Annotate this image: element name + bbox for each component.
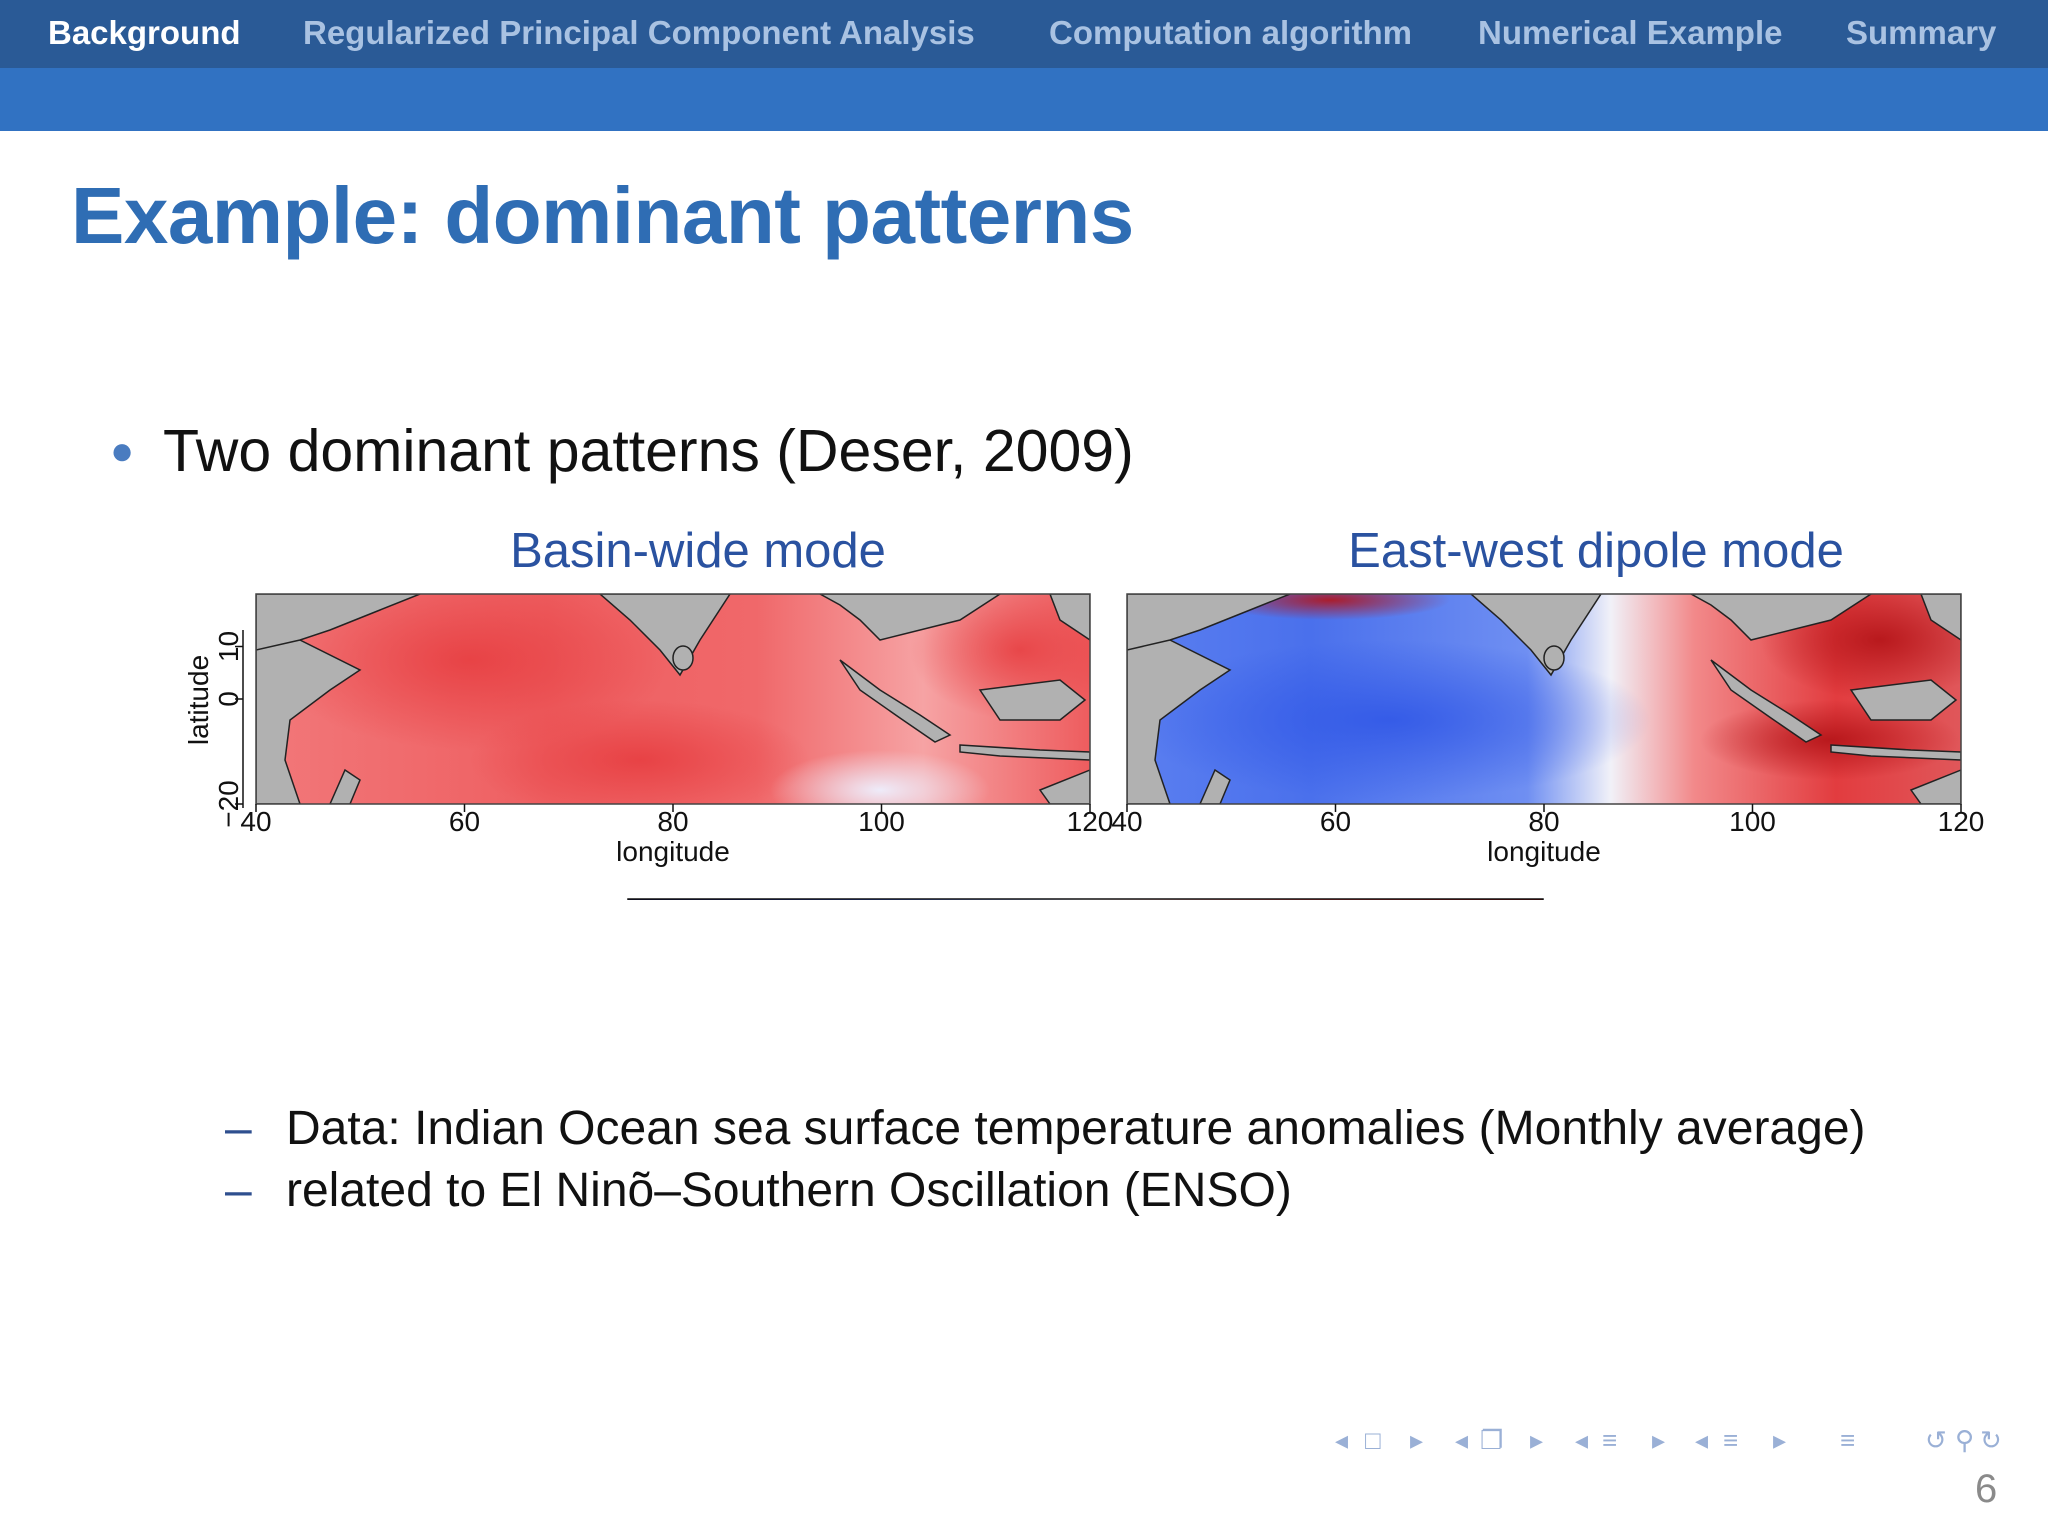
land-java-left [959, 744, 1090, 761]
beamer-navigation-symbols: ◂ □ ▸ ◂ ❐ ▸ ◂ ≡ ▸ ◂ ≡ ▸ ≡ ↺ ⚲ ↻ [1330, 1425, 2030, 1465]
land-arabia-right [1127, 594, 1291, 651]
land-sumatra-left [839, 659, 952, 743]
nav-regularized-pca[interactable]: Regularized Principal Component Analysis [303, 14, 975, 51]
subsection-icon[interactable]: ❐ [1480, 1425, 1504, 1455]
subsection-bar [0, 68, 2048, 131]
nav-numerical-example[interactable]: Numerical Example [1478, 14, 1783, 51]
arrow-left-icon[interactable]: ◂ [1695, 1425, 1709, 1455]
arrow-right-icon[interactable]: ▸ [1652, 1425, 1666, 1455]
land-ne-corner-right [1920, 594, 1961, 641]
y-tick-label: −20 [213, 780, 244, 828]
redo-icon[interactable]: ↻ [1980, 1425, 2002, 1455]
bullet-icon: ● [110, 429, 135, 473]
section-navigation-bar: Background Regularized Principal Compone… [0, 0, 2048, 68]
nav-background[interactable]: Background [48, 14, 241, 51]
x-tick-label: 40 [240, 806, 271, 837]
x-axis-ticks-dipole: 40 60 80 100 120 [1111, 804, 1984, 837]
land-ne-corner-left [1049, 594, 1090, 641]
arrow-left-icon[interactable]: ◂ [1455, 1425, 1469, 1455]
x-axis-ticks-basin: 40 60 80 100 120 [240, 804, 1113, 837]
land-seasia-right [1690, 594, 1873, 641]
y-axis-label: latitude [183, 655, 214, 745]
x-tick-label: 120 [1938, 806, 1985, 837]
land-borneo-left [978, 679, 1087, 721]
y-tick-label: 0 [213, 691, 244, 707]
land-india-right [1469, 594, 1602, 677]
land-borneo-right [1849, 679, 1958, 721]
x-tick-label: 120 [1067, 806, 1114, 837]
y-axis-ticks: −20 0 10 [213, 631, 244, 828]
panel-title-dipole: East-west dipole mode [1348, 524, 1844, 578]
doc-icon[interactable]: ≡ [1723, 1425, 1739, 1455]
arrow-left-icon[interactable]: ◂ [1335, 1425, 1349, 1455]
page-number: 6 [1975, 1467, 1998, 1511]
search-icon[interactable]: ⚲ [1955, 1425, 1975, 1455]
x-tick-label: 60 [449, 806, 480, 837]
land-java-right [1830, 744, 1961, 761]
panel-title-basin-wide: Basin-wide mode [510, 524, 886, 578]
dash-icon: – [225, 1164, 252, 1217]
x-axis-label-basin: longitude [616, 836, 730, 867]
nav-summary[interactable]: Summary [1846, 14, 1997, 51]
weak-patch-basin [770, 750, 990, 804]
bullet-text: Two dominant patterns (Deser, 2009) [163, 418, 1134, 484]
sub-item-text: related to El Ninõ–Southern Oscillation … [286, 1164, 1292, 1217]
land-madagascar-right [1199, 768, 1231, 804]
x-axis-label-dipole: longitude [1487, 836, 1601, 867]
x-tick-label: 100 [1729, 806, 1776, 837]
sub-item-text: Data: Indian Ocean sea surface temperatu… [286, 1102, 1866, 1155]
land-srilanka-left [672, 645, 694, 671]
x-tick-label: 40 [1111, 806, 1142, 837]
arrow-right-icon[interactable]: ▸ [1530, 1425, 1544, 1455]
dash-icon: – [225, 1102, 252, 1155]
land-australia-right [1909, 769, 1961, 804]
arrow-left-icon[interactable]: ◂ [1575, 1425, 1589, 1455]
maps-figure: −20 0 10 latitude 40 60 80 100 120 40 60 80 100 12… [183, 593, 1984, 900]
section-icon[interactable]: ≡ [1602, 1425, 1618, 1455]
colorbar [627, 898, 1544, 900]
land-australia-left [1038, 769, 1090, 804]
x-tick-label: 80 [1528, 806, 1559, 837]
land-india-left [598, 594, 731, 677]
arrow-right-icon[interactable]: ▸ [1773, 1425, 1787, 1455]
frame-title: Example: dominant patterns [71, 171, 1134, 260]
y-tick-label: 10 [213, 631, 244, 662]
arrow-right-icon[interactable]: ▸ [1410, 1425, 1424, 1455]
map-basin-wide [256, 594, 1090, 804]
frame-icon[interactable]: □ [1365, 1425, 1381, 1455]
x-tick-label: 60 [1320, 806, 1351, 837]
x-tick-label: 100 [858, 806, 905, 837]
map-dipole [1127, 594, 1961, 804]
land-sumatra-right [1710, 659, 1823, 743]
land-seasia-left [819, 594, 1002, 641]
toc-icon[interactable]: ≡ [1840, 1425, 1856, 1455]
land-madagascar-left [329, 768, 361, 804]
x-tick-label: 80 [657, 806, 688, 837]
undo-icon[interactable]: ↺ [1925, 1425, 1947, 1455]
land-arabia-left [256, 594, 421, 651]
land-srilanka-right [1543, 645, 1565, 671]
cold-core-dipole [1130, 640, 1650, 800]
nav-computation-algorithm[interactable]: Computation algorithm [1049, 14, 1412, 51]
warm-core-basin-south [470, 700, 810, 804]
